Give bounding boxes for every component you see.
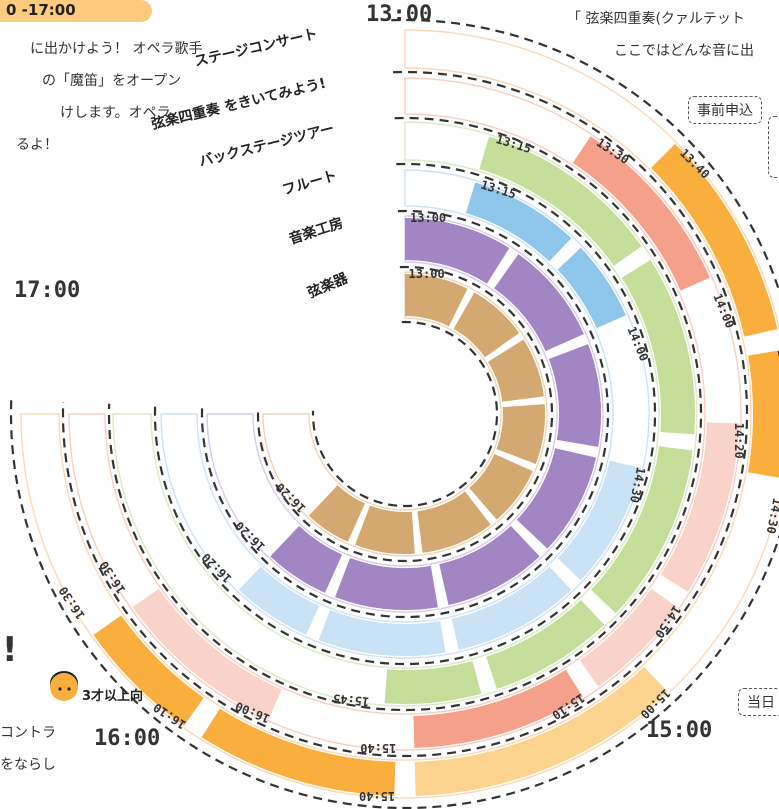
dashed-ring-0 (9, 18, 779, 809)
ring-outline-0 (20, 29, 779, 799)
clock-17: 17:00 (14, 278, 81, 303)
ring-0-segment (748, 350, 779, 478)
quartet-line-2: ここではどんな音に出 (614, 43, 754, 59)
program-name: フルート (281, 168, 339, 199)
child-face-icon (50, 671, 78, 701)
ring-4-segment (494, 254, 584, 352)
ring-2-segment (479, 136, 642, 266)
ring-0-segment (651, 143, 778, 337)
intro-line-1: に出かけよう！ オペラ歌手 (30, 41, 203, 57)
clock-13: 13:00 (366, 2, 433, 27)
time-label: 15:40 (359, 789, 395, 803)
ring-2-segment (621, 259, 695, 435)
ring-5-segment (417, 491, 491, 553)
ring-0-segment (93, 615, 204, 726)
advance-registration-badge: 事前申込 (688, 96, 762, 124)
ring-outline-1 (68, 77, 742, 751)
time-label: 16:30 (56, 584, 88, 622)
program-name: 弦楽器 (305, 269, 351, 301)
ring-0-segment (201, 708, 396, 796)
ring-5-segment (308, 485, 365, 542)
ring-4-segment (516, 448, 597, 549)
clock-16: 16:00 (94, 726, 161, 751)
ring-outline-2 (112, 121, 698, 707)
ring-5-segment (496, 404, 545, 464)
side-badge (768, 116, 779, 178)
ring-5-segment (469, 454, 533, 520)
time-label: 13:00 (410, 211, 446, 225)
ring-1-segment (660, 422, 739, 592)
time-label: 15:40 (360, 741, 396, 755)
program-name: バックステージツアー (198, 121, 336, 170)
ring-3-segment (557, 247, 626, 329)
ring-4-segment (335, 557, 438, 610)
time-label: 16:20 (199, 550, 234, 585)
dashed-ring-5 (256, 265, 554, 563)
ring-3-segment (557, 460, 641, 581)
time-range-pill: 0 -17:00 (0, 0, 152, 22)
ring-outline-3 (160, 169, 650, 659)
ring-5-segment (355, 505, 415, 554)
dashed-ring-6 (311, 320, 499, 508)
contra-line-2: をならし (0, 757, 56, 773)
ring-5-segment (453, 292, 520, 358)
ring-1-segment (579, 588, 678, 687)
intro-line-2: の「魔笛」をオープン (42, 73, 182, 89)
kids-exclaim: ! (2, 630, 18, 670)
ring-0-segment (414, 666, 668, 796)
ring-5-segment (405, 274, 468, 327)
time-label: 16:30 (97, 558, 129, 596)
dashed-ring-4 (200, 209, 610, 619)
time-label: 15:45 (332, 691, 369, 708)
age-label: 3才以上向 (82, 689, 144, 704)
ring-4-segment (439, 525, 540, 606)
ring-2-segment (591, 446, 693, 614)
time-label: 13:00 (409, 267, 445, 281)
quartet-line-1: 「 弦楽四重奏(クァルテット (567, 11, 745, 27)
ring-3-segment (238, 566, 320, 635)
ring-1-segment (132, 588, 282, 719)
intro-line-3: けします。オペラ (60, 105, 171, 121)
dashed-ring-1 (61, 70, 749, 758)
ring-2-segment (384, 660, 482, 704)
dashed-ring-2 (107, 116, 703, 712)
program-name: 音楽工房 (287, 214, 346, 247)
same-day-badge: 当日 (738, 688, 779, 716)
intro-line-4: るよ！ (16, 137, 58, 153)
ring-2-segment (486, 600, 605, 690)
clock-15: 15:00 (646, 718, 713, 743)
ring-3-segment (318, 610, 446, 656)
ring-3-segment (451, 566, 572, 650)
program-name: ステージコンサート (193, 26, 319, 70)
time-range-text: 0 -17:00 (6, 1, 76, 19)
ring-4-segment (405, 218, 510, 284)
ring-1-segment (413, 669, 583, 748)
ring-3-segment (465, 182, 572, 262)
time-label: 16:20 (232, 518, 267, 553)
time-label: 14:20 (732, 423, 746, 459)
contra-line-1: コントラ (0, 725, 56, 741)
ring-4-segment (548, 344, 602, 447)
ring-4-segment (270, 525, 343, 593)
ring-1-segment (572, 136, 710, 291)
time-label: 14:30 (764, 497, 779, 535)
ring-5-segment (487, 339, 544, 402)
time-label: 14:30 (627, 466, 648, 504)
ring-outline-4 (206, 215, 604, 613)
ring-outline-5 (262, 271, 548, 557)
